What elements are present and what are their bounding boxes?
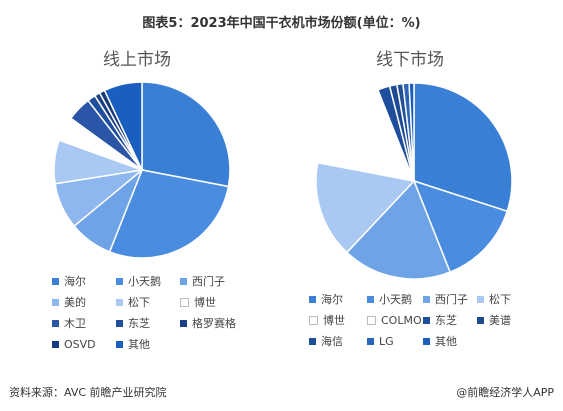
- legend-swatch: [180, 319, 187, 327]
- legend-swatch: [180, 277, 187, 285]
- legend-label: 小天鹅: [379, 293, 412, 306]
- legend-swatch: [52, 277, 59, 285]
- legend-label: 松下: [489, 293, 511, 306]
- legend-swatch: [423, 337, 430, 345]
- legend-swatch: [52, 340, 59, 348]
- legend-swatch: [309, 337, 316, 345]
- legend-item-西门子: 西门子: [423, 293, 468, 307]
- legend-swatch: [367, 295, 374, 303]
- legend-label: 其他: [128, 338, 150, 351]
- legend-label: 西门子: [435, 293, 468, 306]
- legend-label: 美谱: [489, 314, 511, 327]
- legend-swatch: [52, 319, 59, 327]
- legend-swatch: [309, 295, 316, 303]
- legend-item-小天鹅: 小天鹅: [116, 275, 161, 289]
- pie-slice-小天鹅: [108, 169, 230, 259]
- legend-swatch: [116, 340, 123, 348]
- legend-item-海信: 海信: [309, 335, 343, 349]
- legend-item-松下: 松下: [116, 296, 150, 310]
- legend-item-美谱: 美谱: [477, 314, 511, 328]
- legend-item-海尔: 海尔: [52, 275, 86, 289]
- legend-swatch: [367, 315, 376, 325]
- legend-item-小天鹅: 小天鹅: [367, 293, 412, 307]
- pie-slice-西门子: [345, 179, 452, 280]
- legend-swatch: [423, 295, 430, 303]
- legend-item-松下: 松下: [477, 293, 511, 307]
- legend-label: 海尔: [321, 293, 343, 306]
- legend-item-LG: LG: [367, 335, 394, 349]
- offline-market-title: 线下市场: [376, 50, 444, 70]
- legend-swatch: [52, 298, 59, 306]
- legend-swatch: [477, 295, 484, 303]
- legend-label: OSVD: [64, 338, 96, 351]
- legend-label: 木卫: [64, 317, 86, 330]
- legend-item-东芝: 东芝: [116, 317, 150, 331]
- legend-label: 东芝: [435, 314, 457, 327]
- online-pie: [53, 81, 231, 259]
- pie-slice-博世: [316, 100, 416, 183]
- pie-slice-其他: [103, 81, 143, 171]
- legend-item-OSVD: OSVD: [52, 338, 96, 352]
- legend-swatch: [423, 316, 430, 324]
- online-market-title: 线上市场: [103, 50, 171, 70]
- legend-label: 小天鹅: [128, 275, 161, 288]
- legend-swatch: [309, 315, 318, 325]
- legend-label: 海尔: [64, 275, 86, 288]
- brand-credit: @前瞻经济学人APP: [456, 386, 554, 399]
- legend-swatch: [477, 316, 484, 324]
- source-note: 资料来源：AVC 前瞻产业研究院: [9, 386, 167, 399]
- legend-swatch: [116, 298, 123, 306]
- legend-label: 博世: [194, 296, 216, 309]
- legend-item-美的: 美的: [52, 296, 86, 310]
- legend-item-博世: 博世: [309, 314, 345, 328]
- legend-item-格罗赛格: 格罗赛格: [180, 317, 236, 331]
- offline-pie: [315, 82, 513, 280]
- pie-slice-海尔: [141, 81, 231, 188]
- legend-item-西门子: 西门子: [180, 275, 225, 289]
- legend-item-木卫: 木卫: [52, 317, 86, 331]
- pie-slice-松下: [315, 161, 416, 254]
- legend-swatch: [180, 297, 189, 307]
- legend-label: COLMO: [381, 314, 422, 327]
- legend-item-其他: 其他: [116, 338, 150, 352]
- legend-swatch: [116, 319, 123, 327]
- legend-item-海尔: 海尔: [309, 293, 343, 307]
- legend-item-东芝: 东芝: [423, 314, 457, 328]
- legend-label: 其他: [435, 335, 457, 348]
- legend-label: 海信: [321, 335, 343, 348]
- legend-label: 格罗赛格: [192, 317, 236, 330]
- legend-label: 博世: [323, 314, 345, 327]
- legend-item-其他: 其他: [423, 335, 457, 349]
- legend-swatch: [116, 277, 123, 285]
- pie-slice-其他: [408, 82, 415, 182]
- legend-label: 美的: [64, 296, 86, 309]
- legend-label: 东芝: [128, 317, 150, 330]
- legend-swatch: [367, 337, 374, 345]
- pie-slice-小天鹅: [412, 179, 509, 274]
- pie-slice-海尔: [413, 82, 513, 213]
- legend-item-COLMO: COLMO: [367, 314, 422, 328]
- legend-item-博世: 博世: [180, 296, 216, 310]
- figure-title: 图表5：2023年中国干衣机市场份额(单位：%): [142, 16, 421, 31]
- legend-label: 西门子: [192, 275, 225, 288]
- legend-label: 松下: [128, 296, 150, 309]
- legend-label: LG: [379, 335, 394, 348]
